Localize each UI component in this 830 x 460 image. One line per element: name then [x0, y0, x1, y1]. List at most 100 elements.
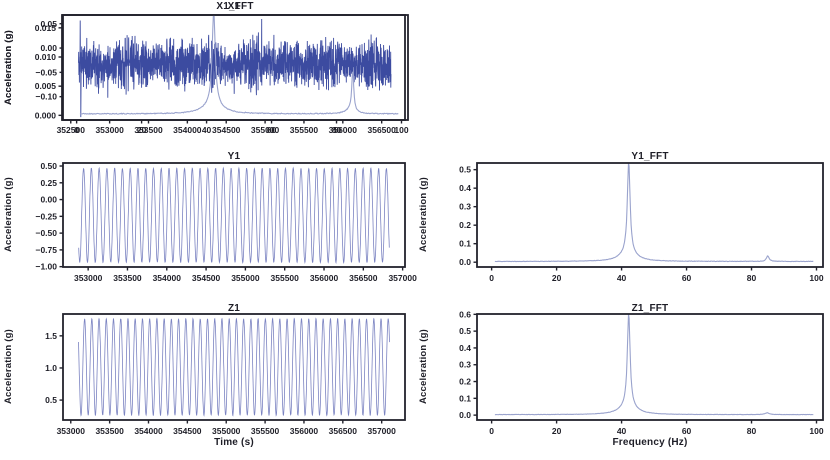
x-tick-label: 356500: [329, 426, 358, 436]
y-axis-ticks: 0.000 0.005 0.010 0.015: [35, 23, 62, 120]
x-axis-ticks: 0 20 40 60 80 100: [489, 267, 824, 283]
plot-canvas-z1-fft: 0 20 40 60 80 100 0.0 0.1 0.2 0.3 0.4 0.5 0.6: [459, 309, 824, 436]
subplot-y1: Y1 Acceleration (g) 353000 353500 354000 35…: [0, 150, 417, 305]
x-tick-label: 354000: [134, 426, 163, 436]
plot-canvas-y1: 353000 353500 354000 354500 355000 355500 3560…: [35, 161, 417, 283]
y-tick-label: 0.05: [40, 19, 57, 29]
x-tick-label: 356000: [310, 273, 339, 283]
plot-title-z1: Z1: [227, 303, 241, 314]
x-tick-label: 20: [552, 426, 562, 436]
y-tick-label: 0.3: [459, 360, 471, 370]
x-tick-label: 355000: [251, 125, 280, 135]
x-tick-label: 100: [394, 125, 408, 135]
y-tick-label: 0.50: [40, 161, 57, 171]
y-axis-ticks: 0.5 1.0 1.5: [45, 331, 63, 405]
y-tick-label: 0.2: [459, 220, 471, 230]
y-tick-label: −1.00: [35, 262, 57, 272]
x-tick-label: 60: [682, 273, 692, 283]
series-line: [78, 19, 392, 118]
x-tick-label: 40: [202, 125, 212, 135]
x-tick-label: 353500: [113, 273, 142, 283]
y-axis-ticks: 0.50 0.25 0.00 −0.25 −0.50 −0.75 −1.00: [35, 161, 63, 272]
plot-title-x1: X1: [227, 1, 241, 12]
plot-title-z1-fft: Z1_FFT: [631, 303, 669, 314]
plot-border: [62, 162, 406, 268]
y-tick-label: 0.0: [459, 257, 471, 267]
y-tick-label: 0.00: [40, 195, 57, 205]
x-axis-label-time: Time (s): [214, 437, 254, 448]
subplot-y1-fft: Y1_FFT Acceleration (g) 0 20 40 60 80 100 0.0 0…: [415, 150, 830, 305]
y-tick-label: 1.0: [45, 363, 57, 373]
y-tick-label: −0.75: [35, 245, 57, 255]
y-tick-label: 0.5: [459, 326, 471, 336]
plot-border: [61, 14, 409, 121]
y-tick-label: −0.25: [35, 211, 57, 221]
y-tick-label: 0.00: [40, 43, 57, 53]
x-tick-label: 0: [489, 426, 494, 436]
y-axis-ticks: 0.0 0.1 0.2 0.3 0.4 0.5 0.6: [459, 309, 477, 420]
series-line: [78, 166, 390, 265]
y-tick-label: 0.5: [459, 165, 471, 175]
x-tick-label: 354500: [173, 426, 202, 436]
subplot-z1-fft: Z1_FFT Acceleration (g) 0 20 40 60 80 100 0.0 0…: [415, 303, 830, 460]
x-tick-label: 60: [267, 125, 277, 135]
plot-border: [476, 313, 824, 421]
x-tick-label: 355500: [251, 426, 280, 436]
plot-title-y1-fft: Y1_FFT: [631, 151, 669, 162]
subplot-x1-fft: X1_FFT Acceleration (g) 0 20 40 60 80 100 0.00…: [0, 0, 415, 150]
series-line: [78, 317, 390, 417]
x-tick-label: 80: [747, 426, 757, 436]
y-tick-label: 0.4: [459, 343, 471, 353]
x-tick-label: 355500: [290, 125, 319, 135]
x-axis-ticks: 0 20 40 60 80 100: [74, 120, 409, 135]
x-axis-ticks: 352500 353000 353500 354000 354500 355000 3555…: [57, 120, 396, 135]
plot-border: [62, 313, 406, 421]
x-tick-label: 355000: [231, 273, 260, 283]
y-tick-label: −0.50: [35, 228, 57, 238]
x-tick-label: 353500: [134, 125, 163, 135]
y-tick-label: −0.10: [35, 92, 57, 102]
x-tick-label: 355000: [212, 426, 241, 436]
x-axis-ticks: 353000 353500 354000 354500 355000 355500 3560…: [57, 420, 396, 436]
x-tick-label: 356000: [290, 426, 319, 436]
x-axis-label-frequency: Frequency (Hz): [612, 437, 688, 448]
x-tick-label: 60: [682, 426, 692, 436]
plot-canvas-y1-fft: 0 20 40 60 80 100 0.0 0.1 0.2 0.3 0.4 0.5: [459, 162, 824, 283]
y-tick-label: 0.010: [35, 52, 57, 62]
y-tick-label: 0.25: [40, 178, 57, 188]
y-tick-label: 0.1: [459, 393, 471, 403]
y-tick-label: −0.05: [35, 67, 57, 77]
x-tick-label: 352500: [57, 125, 86, 135]
plot-title-y1: Y1: [227, 151, 241, 162]
x-tick-label: 80: [332, 125, 342, 135]
series-line: [494, 163, 814, 263]
x-axis-ticks: 0 20 40 60 80 100: [489, 420, 824, 436]
x-tick-label: 354000: [153, 273, 182, 283]
x-tick-label: 0: [74, 125, 79, 135]
y-tick-label: 0.3: [459, 202, 471, 212]
x-tick-label: 357000: [388, 273, 417, 283]
plot-canvas-x1: 352500 353000 353500 354000 354500 355000 3555…: [35, 14, 406, 135]
y-tick-label: 0.015: [35, 23, 57, 33]
y-tick-label: 0.2: [459, 377, 471, 387]
x-tick-label: 353000: [95, 125, 124, 135]
x-axis-ticks: 353000 353500 354000 354500 355000 355500 3560…: [74, 267, 417, 283]
plot-canvas-x1-fft: 0 20 40 60 80 100 0.000 0.005 0.010 0.015: [35, 14, 409, 135]
subplot-z1: Z1 Acceleration (g) 353000 353500 354000 35…: [0, 303, 415, 460]
plot-border: [476, 162, 824, 268]
x-tick-label: 20: [552, 273, 562, 283]
x-tick-label: 100: [809, 273, 823, 283]
x-tick-label: 40: [617, 426, 627, 436]
y-tick-label: 0.6: [459, 309, 471, 319]
series-line: [494, 314, 814, 416]
x-tick-label: 354500: [212, 125, 241, 135]
x-tick-label: 354000: [173, 125, 202, 135]
plot-canvas-z1: 353000 353500 354000 354500 355000 355500 3560…: [45, 313, 406, 436]
x-tick-label: 353000: [57, 426, 86, 436]
series-line: [79, 15, 399, 115]
x-tick-label: 20: [137, 125, 147, 135]
x-tick-label: 100: [809, 426, 823, 436]
y-tick-label: 0.5: [45, 395, 57, 405]
y-axis-ticks: 0.0 0.1 0.2 0.3 0.4 0.5: [459, 165, 477, 267]
